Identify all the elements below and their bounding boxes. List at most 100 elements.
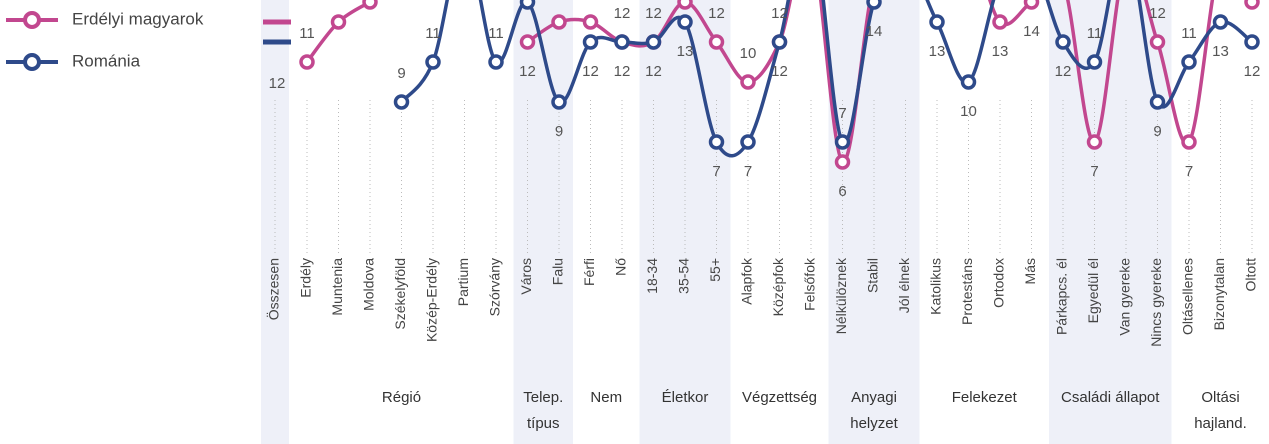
category-label: Bizonytalan	[1211, 258, 1227, 330]
point	[1086, 134, 1103, 150]
value-label: 13	[551, 0, 568, 2]
value-label: 9	[397, 65, 405, 82]
point	[1181, 134, 1197, 150]
legend-label: Erdélyi magyarok	[72, 9, 204, 28]
value-label: 12	[1149, 5, 1166, 22]
value-label: 7	[712, 163, 720, 180]
value-label: 13	[1212, 43, 1229, 60]
category-label: Egyedül él	[1085, 258, 1101, 323]
group-label: Régió	[382, 389, 421, 406]
point	[362, 0, 378, 10]
series-line	[400, 0, 1254, 158]
point	[960, 74, 977, 90]
value-label: 7	[838, 105, 846, 122]
point	[551, 94, 567, 110]
category-label: Férfi	[581, 258, 597, 286]
group-label: Telep.	[523, 389, 563, 406]
value-label: 7	[1090, 163, 1098, 180]
point	[519, 34, 536, 50]
category-label: Moldova	[361, 258, 377, 311]
group-label: Oltási	[1201, 389, 1239, 406]
category-label: Partium	[455, 258, 471, 306]
line-piece	[526, 0, 1254, 164]
category-label: Van gyereke	[1117, 258, 1133, 336]
point	[1244, 34, 1260, 50]
category-label: 55+	[707, 258, 723, 282]
value-label: 12	[708, 5, 725, 22]
point	[708, 134, 725, 150]
value-label: 13	[582, 0, 599, 2]
group-label: helyzet	[850, 415, 898, 432]
category-label: Középfok	[770, 257, 786, 316]
value-label: 12	[645, 5, 662, 22]
point	[488, 54, 504, 70]
category-label: Katolikus	[928, 258, 944, 315]
category-label: 35-54	[676, 258, 692, 294]
value-label: 10	[960, 103, 977, 120]
point	[614, 34, 630, 50]
point	[740, 74, 756, 90]
category-label: Más	[1022, 258, 1038, 284]
line-piece	[400, 0, 1254, 158]
value-label: 12	[269, 75, 286, 92]
category-label: 18-34	[644, 258, 660, 294]
value-label: 11	[425, 25, 441, 42]
point	[834, 154, 851, 170]
group-label: Családi állapot	[1061, 389, 1160, 406]
legend-marker	[23, 53, 41, 71]
category-label: Oltásellenes	[1180, 258, 1196, 335]
point	[582, 34, 599, 50]
point	[1149, 34, 1166, 50]
category-label: Nincs gyereke	[1148, 258, 1164, 347]
category-label: Összesen	[265, 258, 282, 320]
category-label: Erdély	[298, 258, 314, 298]
group-band	[513, 0, 573, 444]
value-label: 11	[1087, 25, 1103, 42]
value-label: 11	[1181, 25, 1197, 42]
category-label: Felsőfok	[802, 257, 818, 311]
group-band	[828, 0, 920, 444]
value-label: 12	[1244, 63, 1261, 80]
point	[1023, 0, 1040, 10]
group-label: Végzettség	[742, 389, 817, 406]
value-label: 7	[744, 163, 752, 180]
point	[299, 54, 315, 70]
value-label: 12	[614, 5, 631, 22]
category-label: Ortodox	[991, 258, 1007, 308]
group-label: Életkor	[662, 389, 709, 406]
category-label: Nő	[613, 258, 629, 276]
category-label: Alapfok	[739, 257, 755, 305]
point	[1149, 94, 1166, 110]
value-label: 12	[582, 63, 599, 80]
point	[551, 14, 567, 30]
value-label: 14	[1023, 23, 1040, 40]
category-label: Város	[518, 258, 534, 295]
value-label: 6	[838, 183, 846, 200]
point	[1212, 14, 1229, 30]
value-label: 11	[299, 25, 315, 42]
point	[582, 14, 599, 30]
group-band	[261, 0, 289, 444]
value-label: 12	[645, 63, 662, 80]
point	[740, 134, 756, 150]
point	[519, 0, 536, 10]
category-label: Párkapcs. él	[1054, 258, 1070, 335]
total-dash	[263, 39, 291, 45]
value-label: 13	[330, 0, 347, 2]
point	[1181, 54, 1197, 70]
category-label: Jól élnek	[896, 257, 912, 313]
point	[1055, 34, 1071, 50]
category-label: Oltott	[1243, 258, 1259, 292]
value-label: 13	[677, 43, 694, 60]
point	[645, 34, 662, 50]
point	[425, 54, 441, 70]
value-label: 12	[1055, 63, 1072, 80]
group-label: típus	[527, 415, 560, 432]
category-label: Muntenia	[329, 258, 345, 316]
category-label: Székelyföld	[392, 258, 408, 330]
group-label: Nem	[590, 389, 622, 406]
point	[771, 34, 788, 50]
value-label: 12	[519, 63, 536, 80]
group-label: hajland.	[1194, 415, 1247, 432]
point	[1086, 54, 1103, 70]
